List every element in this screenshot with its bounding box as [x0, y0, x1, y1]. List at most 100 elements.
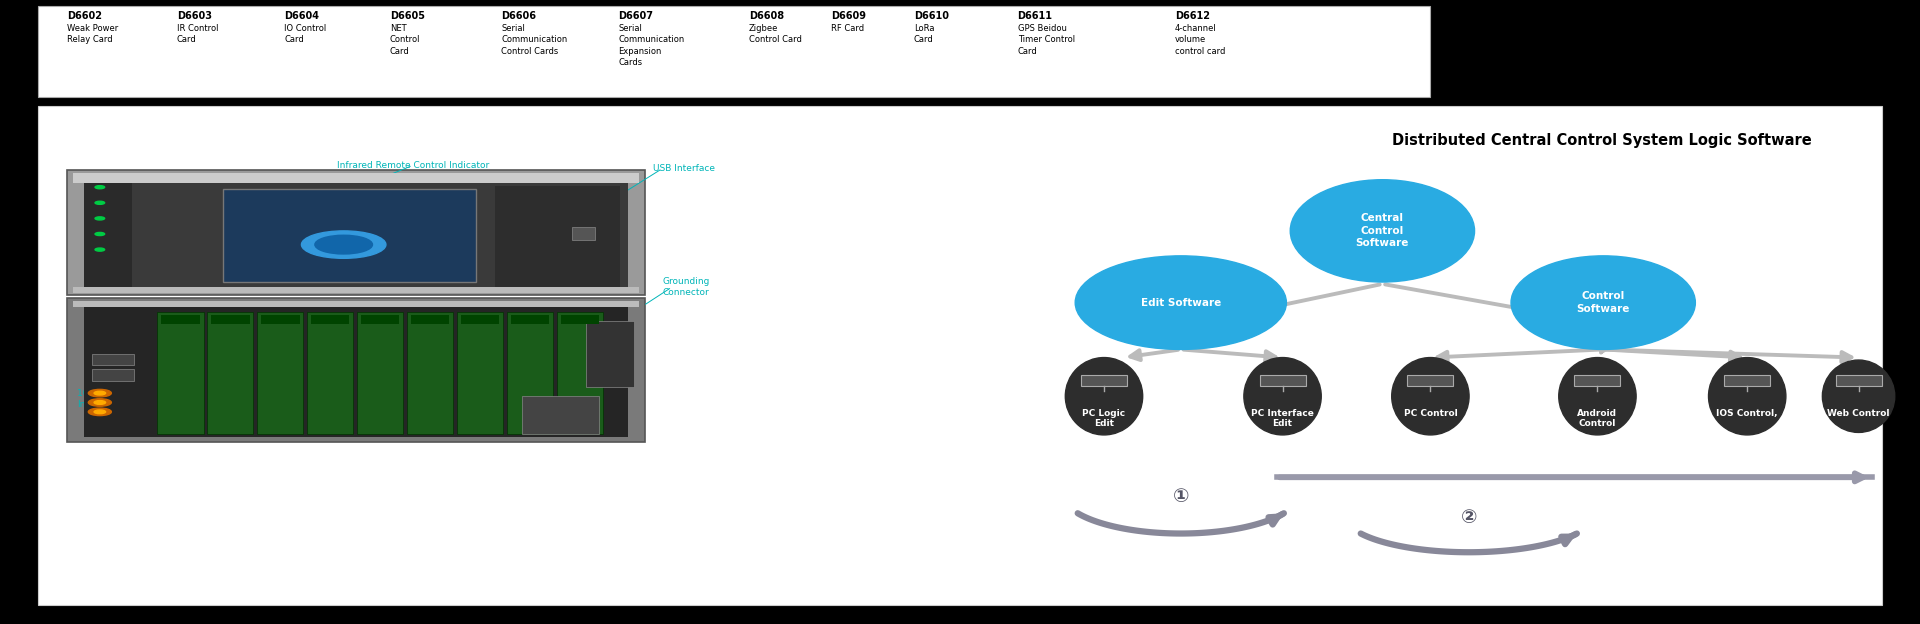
FancyBboxPatch shape [572, 227, 595, 240]
FancyBboxPatch shape [507, 312, 553, 434]
Text: Web Control: Web Control [1828, 409, 1889, 417]
FancyBboxPatch shape [495, 186, 620, 287]
FancyBboxPatch shape [211, 315, 250, 324]
Text: Central
Control
Software: Central Control Software [1356, 213, 1409, 248]
Text: 4-channel
volume
control card: 4-channel volume control card [1175, 24, 1225, 56]
Text: USB Interface: USB Interface [653, 164, 714, 173]
Text: D6605: D6605 [390, 11, 424, 21]
Text: Android
Control: Android Control [1578, 409, 1617, 428]
Text: ②: ② [1461, 509, 1476, 527]
Text: D6608: D6608 [749, 11, 783, 21]
FancyBboxPatch shape [92, 354, 134, 365]
FancyBboxPatch shape [1407, 375, 1453, 386]
FancyBboxPatch shape [457, 312, 503, 434]
FancyBboxPatch shape [522, 396, 599, 434]
Circle shape [315, 235, 372, 254]
FancyBboxPatch shape [311, 315, 349, 324]
FancyBboxPatch shape [84, 175, 628, 290]
Text: D6609: D6609 [831, 11, 866, 21]
Text: line Output: line Output [106, 354, 157, 363]
FancyBboxPatch shape [561, 315, 599, 324]
Text: 4.3" LCD: 4.3" LCD [474, 222, 515, 230]
FancyBboxPatch shape [307, 312, 353, 434]
Circle shape [301, 231, 386, 258]
FancyBboxPatch shape [207, 312, 253, 434]
Text: IO Control
Card: IO Control Card [284, 24, 326, 44]
Circle shape [94, 391, 106, 395]
Text: D6606: D6606 [501, 11, 536, 21]
Circle shape [94, 202, 104, 205]
Circle shape [88, 408, 111, 416]
Circle shape [88, 399, 111, 406]
Text: 100 M + 48V Power Supply
RJ45 Network Interface: 100 M + 48V Power Supply RJ45 Network In… [259, 389, 382, 409]
Ellipse shape [1290, 180, 1475, 282]
FancyBboxPatch shape [586, 321, 634, 387]
Text: 100 M RJ45 Network
Interface: 100 M RJ45 Network Interface [77, 389, 169, 409]
FancyBboxPatch shape [257, 312, 303, 434]
Text: LoRa
Card: LoRa Card [914, 24, 935, 44]
Ellipse shape [1559, 358, 1636, 435]
Text: D6603: D6603 [177, 11, 211, 21]
Ellipse shape [1066, 358, 1142, 435]
Text: Serial
Communication
Control Cards: Serial Communication Control Cards [501, 24, 568, 56]
FancyBboxPatch shape [1260, 375, 1306, 386]
Ellipse shape [1709, 358, 1786, 435]
FancyBboxPatch shape [73, 287, 639, 293]
Text: Infrared Remote Control
Receiving Window: Infrared Remote Control Receiving Window [288, 199, 396, 219]
Text: PC Interface
Edit: PC Interface Edit [1252, 409, 1313, 428]
FancyBboxPatch shape [411, 315, 449, 324]
FancyBboxPatch shape [1081, 375, 1127, 386]
Text: D6611: D6611 [1018, 11, 1052, 21]
Circle shape [94, 233, 104, 236]
Ellipse shape [1392, 358, 1469, 435]
Ellipse shape [1822, 360, 1895, 432]
FancyBboxPatch shape [38, 6, 1430, 97]
FancyBboxPatch shape [84, 304, 628, 437]
FancyBboxPatch shape [511, 315, 549, 324]
Text: D6602: D6602 [67, 11, 102, 21]
Text: Serial
Communication
Expansion
Cards: Serial Communication Expansion Cards [618, 24, 685, 67]
FancyBboxPatch shape [461, 315, 499, 324]
Text: RF Card: RF Card [831, 24, 864, 32]
FancyBboxPatch shape [73, 301, 639, 307]
FancyBboxPatch shape [67, 170, 645, 295]
Text: Power Input Interface: Power Input Interface [476, 383, 574, 391]
Text: ①: ① [1173, 487, 1188, 505]
Text: Edit Software: Edit Software [1140, 298, 1221, 308]
Text: PC Logic
Edit: PC Logic Edit [1083, 409, 1125, 428]
Text: D6610: D6610 [914, 11, 948, 21]
FancyBboxPatch shape [92, 369, 134, 381]
Circle shape [94, 217, 104, 220]
Text: IR Control
Card: IR Control Card [177, 24, 219, 44]
Text: Distributed Central Control System Logic Software: Distributed Central Control System Logic… [1392, 133, 1812, 148]
FancyBboxPatch shape [161, 315, 200, 324]
FancyBboxPatch shape [407, 312, 453, 434]
Circle shape [94, 186, 104, 189]
FancyBboxPatch shape [84, 175, 132, 290]
FancyBboxPatch shape [67, 298, 645, 442]
Text: On/Off: On/Off [92, 183, 121, 192]
Text: GPS Beidou
Timer Control
Card: GPS Beidou Timer Control Card [1018, 24, 1075, 56]
Text: PC Control: PC Control [1404, 409, 1457, 417]
FancyBboxPatch shape [361, 315, 399, 324]
Circle shape [94, 401, 106, 404]
Ellipse shape [1244, 358, 1321, 435]
FancyBboxPatch shape [1724, 375, 1770, 386]
Circle shape [94, 248, 104, 251]
FancyBboxPatch shape [38, 106, 1882, 605]
FancyBboxPatch shape [1574, 375, 1620, 386]
Circle shape [88, 389, 111, 397]
Text: Control
Software: Control Software [1576, 291, 1630, 314]
Text: IOS Control,: IOS Control, [1716, 409, 1778, 417]
Text: D6604: D6604 [284, 11, 319, 21]
Text: Weak Power
Relay Card: Weak Power Relay Card [67, 24, 119, 44]
FancyBboxPatch shape [261, 315, 300, 324]
FancyBboxPatch shape [73, 173, 639, 183]
Ellipse shape [1075, 256, 1286, 349]
Text: Grounding
Connector: Grounding Connector [662, 277, 710, 297]
FancyBboxPatch shape [357, 312, 403, 434]
Text: Zigbee
Control Card: Zigbee Control Card [749, 24, 803, 44]
Text: Infrared Remote Control Indicator: Infrared Remote Control Indicator [336, 161, 490, 170]
FancyBboxPatch shape [1836, 375, 1882, 386]
Text: Control Function Card Slot: Control Function Card Slot [330, 354, 449, 363]
